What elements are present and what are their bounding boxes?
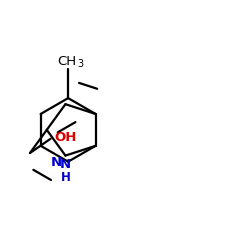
Text: H: H xyxy=(60,172,70,184)
Text: CH: CH xyxy=(57,55,76,68)
Text: OH: OH xyxy=(54,131,77,144)
Text: N: N xyxy=(60,158,71,171)
Text: 3: 3 xyxy=(77,59,83,69)
Text: N: N xyxy=(51,156,62,170)
